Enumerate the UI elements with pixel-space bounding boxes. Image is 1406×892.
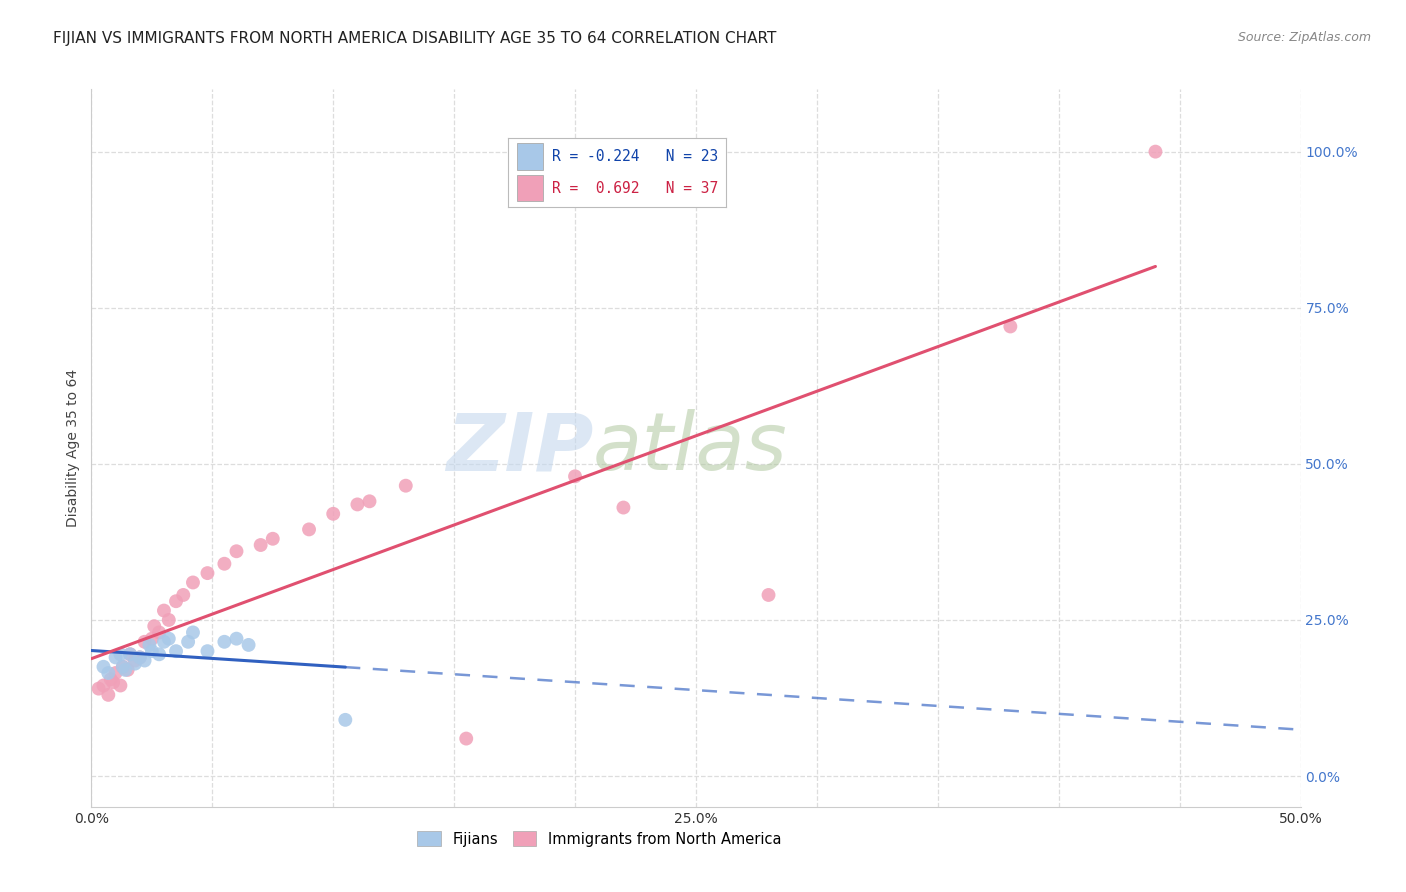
Point [181,575,204,590]
Point [153,635,176,649]
Point [111,660,134,674]
Point [395,478,418,492]
Point [114,663,136,677]
Point [214,557,236,571]
Point [157,613,180,627]
Point [141,632,163,646]
Point [153,603,176,617]
Text: FIJIAN VS IMMIGRANTS FROM NORTH AMERICA DISABILITY AGE 35 TO 64 CORRELATION CHAR: FIJIAN VS IMMIGRANTS FROM NORTH AMERICA … [53,31,776,46]
Point [298,523,321,537]
Point [1144,145,1167,159]
Point [249,538,271,552]
Point [456,731,478,746]
Text: R = -0.224   N = 23: R = -0.224 N = 23 [551,149,718,164]
Point [134,635,156,649]
Point [141,644,163,658]
Point [143,619,166,633]
Point [359,494,381,508]
Point [346,498,368,512]
Point [93,660,115,674]
Point [238,638,260,652]
Point [165,644,187,658]
Point [612,500,634,515]
FancyBboxPatch shape [517,175,543,201]
Text: ZIP: ZIP [446,409,593,487]
Point [101,675,124,690]
Point [225,544,247,558]
Point [322,507,344,521]
Point [128,650,150,665]
Point [758,588,780,602]
Point [225,632,247,646]
Point [87,681,110,696]
Point [177,635,200,649]
Point [1000,319,1022,334]
Point [197,644,219,658]
Point [262,532,284,546]
Point [117,663,139,677]
Point [564,469,586,483]
Legend: Fijians, Immigrants from North America: Fijians, Immigrants from North America [411,824,789,854]
Point [128,650,150,665]
Point [100,673,122,687]
Point [197,566,219,581]
Point [214,635,236,649]
Point [97,688,120,702]
Point [97,665,120,680]
Point [104,665,127,680]
Point [138,638,160,652]
Point [165,594,187,608]
Point [134,653,156,667]
Point [104,650,127,665]
Y-axis label: Disability Age 35 to 64: Disability Age 35 to 64 [66,369,80,527]
Point [181,625,204,640]
Point [93,678,115,692]
Point [148,625,170,640]
Point [110,678,132,692]
Point [157,632,180,646]
Point [148,648,170,662]
Point [110,648,132,662]
Point [335,713,357,727]
Text: atlas: atlas [593,409,787,487]
Text: Source: ZipAtlas.com: Source: ZipAtlas.com [1237,31,1371,45]
Point [124,657,146,671]
Point [172,588,194,602]
Point [120,648,142,662]
Point [111,660,134,674]
FancyBboxPatch shape [517,144,543,169]
Point [124,653,146,667]
Text: R =  0.692   N = 37: R = 0.692 N = 37 [551,180,718,195]
Point [120,648,142,662]
